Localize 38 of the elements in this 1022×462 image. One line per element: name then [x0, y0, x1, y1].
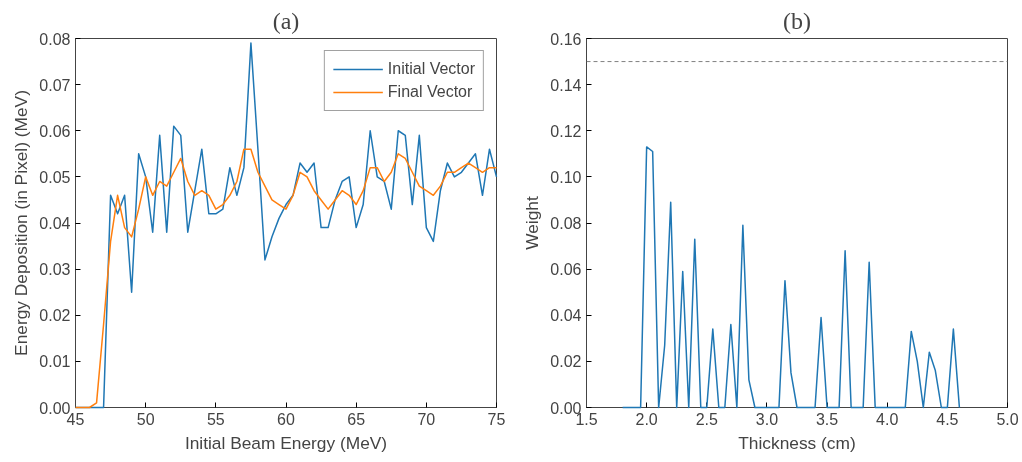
y-tick-label: 0.02	[39, 307, 71, 325]
y-tick-label: 0.01	[39, 353, 71, 371]
y-tick-label: 0.06	[550, 261, 582, 279]
chart-title: (b)	[783, 7, 811, 34]
x-tick-label: 4.5	[936, 410, 959, 428]
x-tick-label: 65	[347, 410, 366, 428]
y-tick-label: 0.04	[550, 307, 582, 325]
x-tick-label: 3.5	[815, 410, 839, 428]
x-tick-label: 3.0	[755, 410, 779, 428]
x-tick-label: 70	[417, 410, 436, 428]
legend-label: Final Vector	[387, 83, 473, 101]
x-tick-label: 50	[136, 410, 155, 428]
x-axis-title: Initial Beam Energy (MeV)	[184, 432, 388, 453]
y-tick-label: 0.07	[39, 76, 71, 94]
y-tick-label: 0.05	[39, 168, 71, 186]
y-tick-label: 0.08	[39, 30, 71, 48]
x-tick-label: 55	[206, 410, 225, 428]
y-tick-label: 0.16	[550, 30, 582, 48]
y-tick-label: 0.04	[39, 215, 71, 232]
y-tick-label: 0.10	[550, 168, 582, 186]
x-tick-label: 4.0	[876, 410, 899, 428]
x-tick-label: 60	[277, 410, 295, 428]
x-tick-label: 2.5	[695, 410, 719, 428]
legend-label: Initial Vector	[387, 60, 475, 78]
y-tick-label: 0.06	[39, 122, 71, 140]
y-tick-label: 0.12	[550, 122, 582, 140]
y-axis-title: Energy Deposition (in Pixel) (MeV)	[11, 90, 32, 356]
x-axis-title: Thickness (cm)	[738, 432, 856, 453]
y-tick-label: 0.08	[550, 215, 582, 232]
y-axis-title: Weight	[522, 196, 543, 250]
y-tick-label: 0.02	[550, 353, 582, 371]
x-tick-label: 5.0	[996, 410, 1019, 428]
x-tick-label: 2.0	[635, 410, 658, 428]
line-series	[621, 146, 961, 409]
y-tick-label: 0.14	[550, 76, 582, 94]
y-tick-label: 0.03	[39, 261, 71, 279]
chart-title: (a)	[272, 7, 300, 34]
x-tick-label: 75	[487, 410, 506, 428]
